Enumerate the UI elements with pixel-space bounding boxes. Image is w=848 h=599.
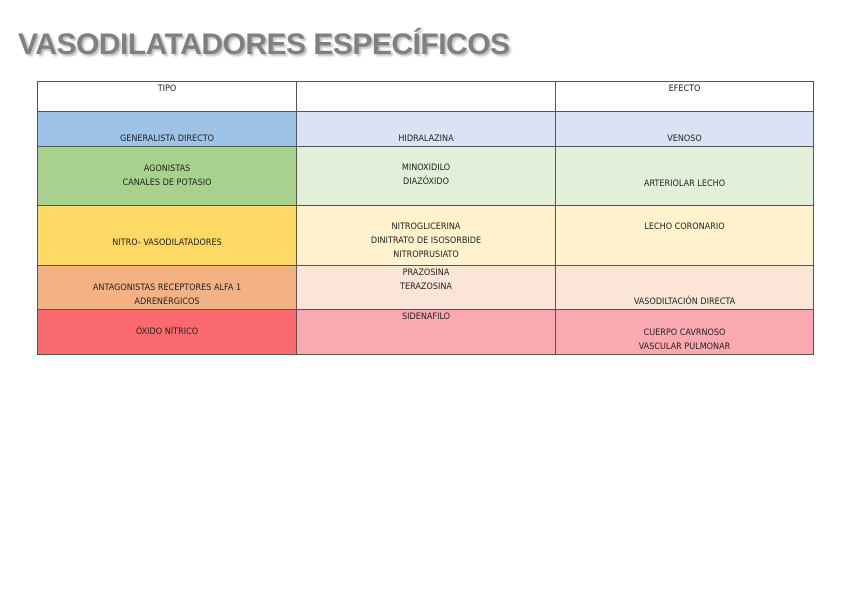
- tipo-cell: ANTAGONISTAS RECEPTORES ALFA 1 ADRENÉRGI…: [37, 265, 297, 310]
- efecto-cell: VENOSO: [555, 111, 814, 147]
- tipo-cell: ÓXIDO NÍTRICO: [37, 309, 297, 355]
- table-row: ÓXIDO NÍTRICO SIDENAFILO CUERPO CAVRNOSO…: [37, 309, 814, 355]
- page-title: VASODILATADORES ESPECÍFICOS: [18, 28, 510, 61]
- efecto-cell: ARTERIOLAR LECHO: [555, 146, 814, 206]
- table-row: NITRO- VASODILATADORES NITROGLICERINA DI…: [37, 205, 814, 266]
- farmaco-cell: NITROGLICERINA DINITRATO DE ISOSORBIDE N…: [296, 205, 556, 266]
- table-row: GENERALISTA DIRECTO HIDRALAZINA VENOSO: [37, 111, 814, 147]
- header-row: TIPO EFECTO: [37, 81, 814, 112]
- header-blank: [296, 81, 556, 112]
- tipo-cell: NITRO- VASODILATADORES: [37, 205, 297, 266]
- farmaco-cell: MINOXIDILO DIAZÓXIDO: [296, 146, 556, 206]
- farmaco-cell: SIDENAFILO: [296, 309, 556, 355]
- tipo-cell: GENERALISTA DIRECTO: [37, 111, 297, 147]
- header-tipo: TIPO: [37, 81, 297, 112]
- tipo-cell: AGONISTAS CANALES DE POTASIO: [37, 146, 297, 206]
- efecto-cell: LECHO CORONARIO: [555, 205, 814, 266]
- vasodilators-table: TIPO EFECTO GENERALISTA DIRECTO HIDRALAZ…: [37, 81, 814, 355]
- header-efecto: EFECTO: [555, 81, 814, 112]
- efecto-cell: VASODILTACIÓN DIRECTA: [555, 265, 814, 310]
- farmaco-cell: HIDRALAZINA: [296, 111, 556, 147]
- farmaco-cell: PRAZOSINA TERAZOSINA: [296, 265, 556, 310]
- table-row: ANTAGONISTAS RECEPTORES ALFA 1 ADRENÉRGI…: [37, 265, 814, 310]
- efecto-cell: CUERPO CAVRNOSO VASCULAR PULMONAR: [555, 309, 814, 355]
- table-row: AGONISTAS CANALES DE POTASIO MINOXIDILO …: [37, 146, 814, 206]
